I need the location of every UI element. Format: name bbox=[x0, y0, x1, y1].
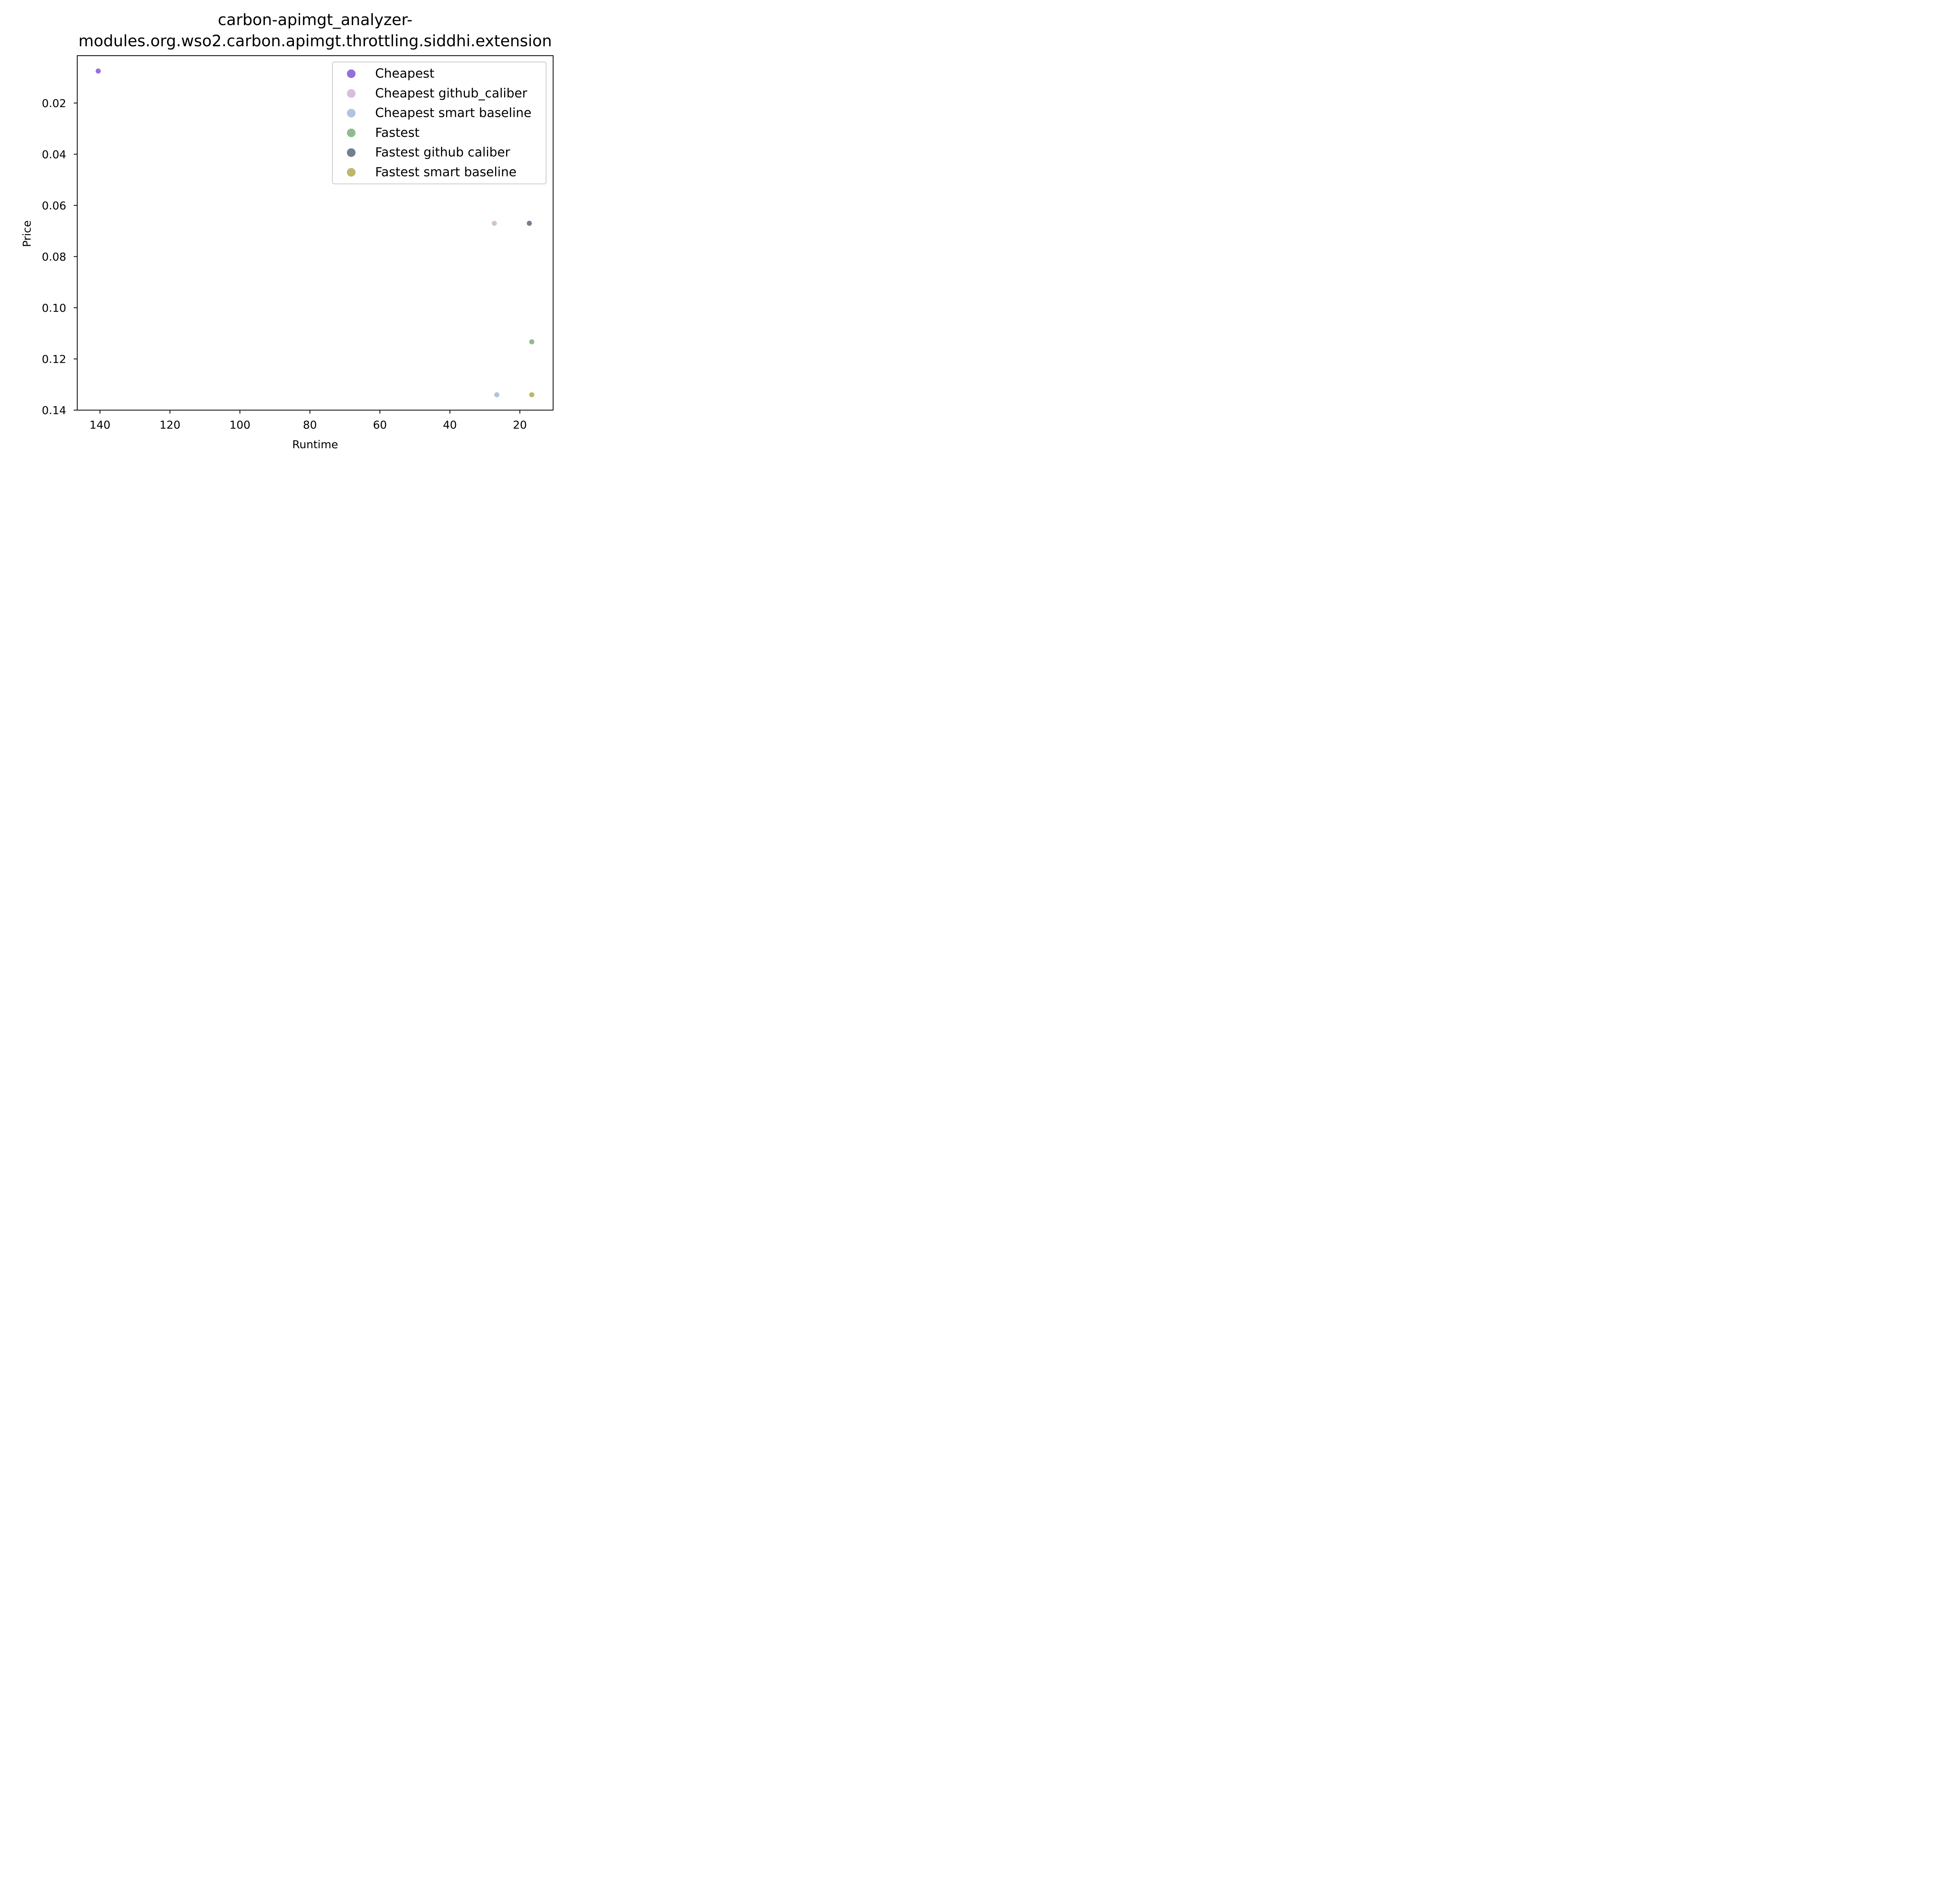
data-points bbox=[96, 68, 535, 398]
legend-marker bbox=[347, 168, 356, 177]
chart-root: carbon-apimgt_analyzer- modules.org.wso2… bbox=[0, 0, 606, 455]
data-point bbox=[529, 339, 535, 345]
legend-marker bbox=[347, 69, 356, 78]
legend-label: Fastest bbox=[375, 125, 419, 140]
legend-marker bbox=[347, 148, 356, 157]
scatter-chart: carbon-apimgt_analyzer- modules.org.wso2… bbox=[20, 11, 554, 451]
y-tick-label: 0.12 bbox=[42, 352, 66, 365]
y-tick-label: 0.04 bbox=[42, 148, 66, 161]
y-tick-label: 0.08 bbox=[42, 250, 66, 263]
legend-label: Cheapest bbox=[375, 66, 434, 81]
legend-label: Cheapest smart baseline bbox=[375, 105, 532, 120]
chart-title-line-1: carbon-apimgt_analyzer- bbox=[218, 11, 413, 29]
x-tick-label: 120 bbox=[160, 418, 180, 431]
legend-box bbox=[332, 62, 546, 184]
data-point bbox=[526, 221, 532, 226]
x-tick-label: 140 bbox=[89, 418, 110, 431]
data-point bbox=[96, 68, 101, 74]
data-point bbox=[492, 221, 497, 226]
legend: Cheapest Cheapest github_caliber Cheapest … bbox=[332, 62, 546, 184]
legend-marker bbox=[347, 89, 356, 98]
y-tick-label: 0.10 bbox=[42, 302, 66, 314]
x-axis-label: Runtime bbox=[292, 438, 338, 451]
data-point bbox=[494, 392, 499, 398]
chart-title-line-2: modules.org.wso2.carbon.apimgt.throttlin… bbox=[78, 32, 552, 50]
y-tick-label: 0.06 bbox=[42, 199, 66, 212]
data-point bbox=[529, 392, 535, 398]
legend-label: Fastest github caliber bbox=[375, 145, 510, 160]
axes: 140 120 100 80 60 40 20 0.02 0.04 0.06 0.08 0.10 0.1… bbox=[42, 97, 527, 431]
x-tick-label: 40 bbox=[443, 418, 457, 431]
y-axis-label: Price bbox=[20, 220, 33, 247]
legend-label: Cheapest github_caliber bbox=[375, 85, 528, 100]
legend-marker bbox=[347, 128, 356, 137]
chart-title: carbon-apimgt_analyzer- modules.org.wso2… bbox=[78, 11, 552, 50]
x-tick-label: 20 bbox=[513, 418, 527, 431]
x-tick-label: 100 bbox=[229, 418, 250, 431]
x-tick-label: 60 bbox=[373, 418, 387, 431]
y-tick-label: 0.02 bbox=[42, 97, 66, 110]
y-tick-label: 0.14 bbox=[42, 404, 66, 417]
legend-label: Fastest smart baseline bbox=[375, 165, 517, 180]
legend-marker bbox=[347, 109, 356, 118]
x-tick-label: 80 bbox=[303, 418, 317, 431]
